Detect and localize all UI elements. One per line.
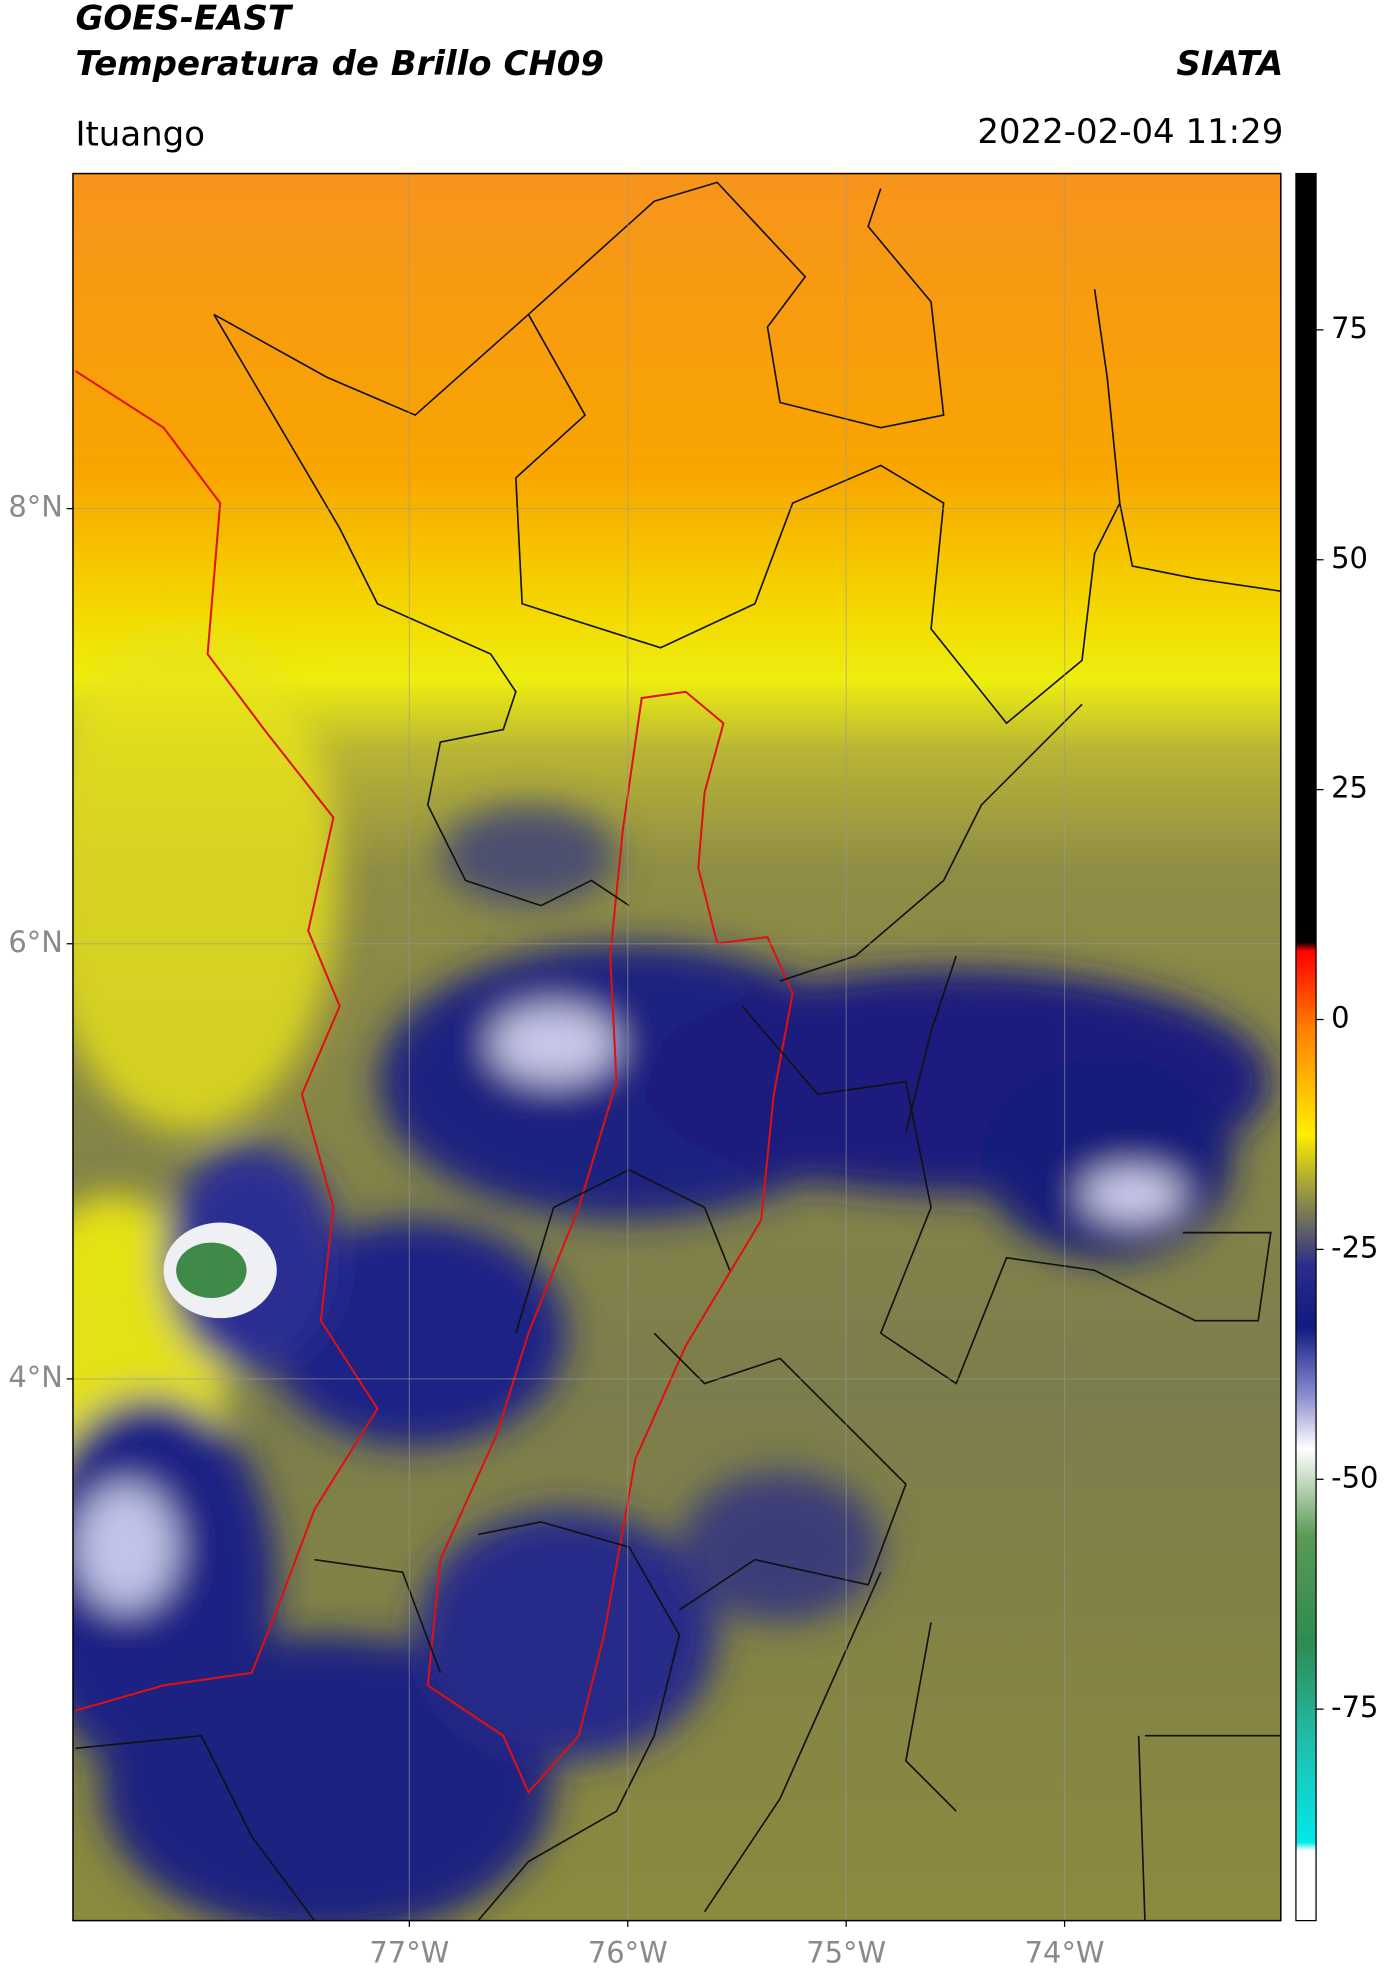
lon-tick-label: 77°W [369,1936,449,1970]
lon-tick-label: 75°W [806,1936,886,1970]
colorbar-tick-label: -25 [1331,1230,1378,1264]
grid [72,173,1281,1921]
colorbar-tick-label: -50 [1331,1460,1378,1494]
map-frame [72,172,1282,1922]
lat-tick-label: 6°N [8,925,63,959]
lon-tick-label: 74°W [1025,1936,1105,1970]
colorbar-tick-label: 50 [1331,541,1368,575]
axis-labels: 8°N 6°N 4°N 77°W 76°W 75°W 74°W -75 -50 -25 0 25 50 7… [8,311,1378,1970]
lat-tick-label: 4°N [8,1360,63,1394]
timestamp: 2022-02-04 11:29 [977,112,1283,152]
location: Ituango [75,114,205,154]
colorbar-tick-label: 25 [1331,771,1368,805]
colorbar-tick-label: -75 [1331,1690,1378,1724]
lat-tick-label: 8°N [8,490,63,524]
colorbar-tick-label: 0 [1331,1001,1349,1035]
lon-tick-label: 76°W [588,1936,668,1970]
source: SIATA [1176,44,1283,84]
map-image [72,173,1281,1921]
subtitle: Temperatura de Brillo CH09 [75,44,604,84]
colorbar [1295,172,1317,1922]
title: GOES-EAST [75,0,293,39]
colorbar-tick-label: 75 [1331,311,1368,345]
